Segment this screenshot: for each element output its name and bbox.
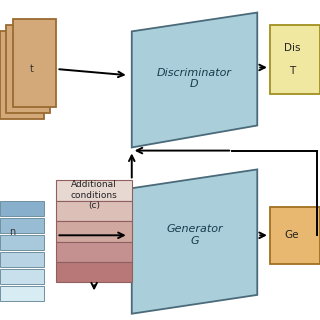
FancyBboxPatch shape xyxy=(0,269,44,284)
Text: Ge: Ge xyxy=(284,230,299,240)
Text: Additional
conditions
(c): Additional conditions (c) xyxy=(71,180,117,210)
FancyBboxPatch shape xyxy=(270,207,320,264)
FancyBboxPatch shape xyxy=(56,180,132,201)
Text: Generator
G: Generator G xyxy=(166,225,223,246)
FancyBboxPatch shape xyxy=(0,201,44,216)
Text: n: n xyxy=(9,227,16,237)
FancyBboxPatch shape xyxy=(56,262,132,282)
FancyBboxPatch shape xyxy=(0,31,44,119)
FancyBboxPatch shape xyxy=(12,19,56,107)
FancyBboxPatch shape xyxy=(0,218,44,233)
FancyBboxPatch shape xyxy=(56,221,132,242)
FancyBboxPatch shape xyxy=(0,252,44,267)
Text: Discriminator
D: Discriminator D xyxy=(157,68,232,89)
FancyBboxPatch shape xyxy=(56,201,132,221)
Polygon shape xyxy=(132,169,257,314)
FancyBboxPatch shape xyxy=(56,242,132,262)
FancyBboxPatch shape xyxy=(0,286,44,301)
FancyBboxPatch shape xyxy=(0,235,44,250)
Polygon shape xyxy=(132,12,257,148)
FancyBboxPatch shape xyxy=(6,25,50,113)
FancyBboxPatch shape xyxy=(270,25,320,94)
Text: t: t xyxy=(29,64,33,74)
Text: Dis

T: Dis T xyxy=(284,43,300,76)
